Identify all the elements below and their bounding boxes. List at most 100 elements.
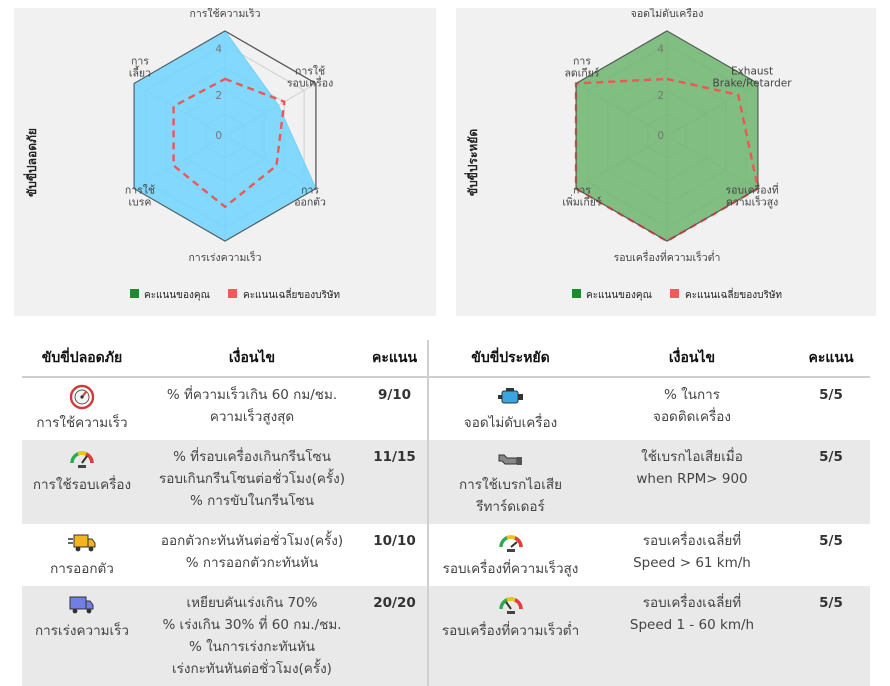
radar-axis-label: การใช้เบรค — [125, 184, 155, 209]
eco-score-cell: 5/5 — [819, 387, 843, 403]
category-label: การใช้ความเร็ว — [36, 415, 128, 431]
eco-category-cell: รอบเครื่องที่ความเร็วสูง — [427, 524, 592, 586]
safety-condition-cell: เหยียบคันเร่งเกิน 70% % เร่งเกิน 30% ที่ … — [142, 586, 362, 686]
safety-radar-chart: 4 2 0 การใช้ความเร็วการใช้รอบเครื่องการออกต… — [125, 8, 340, 301]
condition-line: % ที่ความเร็วเกิน 60 กม/ชม. — [166, 387, 338, 403]
radar-axis-label: การเร่งความเร็ว — [188, 250, 261, 264]
condition-line: % ที่รอบเครื่องเกินกรีนโซน — [173, 449, 331, 465]
category-label: การใช้เบรกไอเสีย — [458, 477, 563, 493]
eco-condition-cell: รอบเครื่องเฉลี่ยที่ Speed > 61 km/h — [592, 524, 792, 586]
safety-score-cell: 11/15 — [362, 440, 428, 524]
header-condition: เงื่อนไข — [142, 340, 362, 378]
engine-icon — [433, 384, 588, 410]
header-score: คะแนน — [362, 340, 428, 378]
condition-line: ความเร็วสูงสุด — [209, 409, 295, 425]
safety-condition-cell: % ที่ความเร็วเกิน 60 กม/ชม. ความเร็วสูงสุ… — [142, 377, 362, 440]
radar-tick-label: 4 — [657, 44, 664, 56]
condition-line: จอดติดเครื่อง — [653, 409, 731, 425]
gauge-high-icon — [433, 530, 588, 556]
radar-series-yours — [575, 30, 759, 242]
radar-axis-label: รอบเครื่องที่ความเร็วสูง — [725, 183, 778, 209]
radar-tick-label: 2 — [657, 90, 664, 102]
eco-score-cell: 5/5 — [792, 586, 870, 686]
legend-label-company: คะแนนเฉลี่ยของบริษัท — [685, 287, 782, 301]
category-label: รีทาร์ดเดอร์ — [476, 499, 545, 515]
condition-line: Speed 1 - 60 km/h — [629, 617, 755, 633]
eco-category-cell: จอดไม่ดับเครื่อง — [427, 377, 592, 440]
condition-line: % การออกตัวกะทันหัน — [185, 555, 319, 571]
condition-line: รอบเครื่องเฉลี่ยที่ — [642, 595, 742, 611]
condition-line: ใช้เบรกไอเสียเมื่อ — [641, 449, 743, 465]
safety-score-cell: 20/20 — [362, 586, 428, 686]
truck-icon — [26, 592, 138, 618]
rpm-gauge-icon — [26, 446, 138, 472]
radar-axis-label: การใช้ความเร็ว — [189, 8, 260, 20]
category-label: การออกตัว — [50, 561, 114, 577]
radar-outer-border — [575, 30, 759, 242]
radar-axis-label: การเพิ่มเกียร์ — [562, 185, 602, 209]
radar-series-company — [172, 77, 286, 209]
legend-label-company: คะแนนเฉลี่ยของบริษัท — [243, 287, 340, 301]
radar-axis-label: จอดไม่ดับเครื่อง — [631, 8, 704, 20]
legend-swatch-yours — [130, 289, 139, 298]
safety-radar-panel: ขับขี่ปลอดภัย 4 2 0 การใช้ความเร็ว การใช้รอบ… — [14, 8, 436, 316]
speedometer-icon — [26, 384, 138, 410]
exhaust-pipe-icon — [433, 446, 588, 472]
radar-tick-label: 0 — [215, 130, 222, 142]
radar-tick-label: 0 — [657, 130, 664, 142]
radar-axis-label: การเลี้ยว — [129, 56, 151, 80]
legend-label-yours: คะแนนของคุณ — [586, 290, 652, 301]
eco-score-cell: 5/5 — [819, 533, 843, 549]
eco-condition-cell: รอบเครื่องเฉลี่ยที่ Speed 1 - 60 km/h — [592, 586, 792, 686]
category-label: รอบเครื่องที่ความเร็วสูง — [442, 561, 579, 577]
truck-fast-icon — [26, 530, 138, 556]
safety-condition-cell: ออกตัวกะทันหันต่อชั่วโมง(ครั้ง) % การออกต… — [142, 524, 362, 586]
radar-tick-label: 2 — [215, 90, 222, 102]
header-safety: ขับขี่ปลอดภัย — [22, 340, 142, 378]
radar-axis-label: การใช้รอบเครื่อง — [287, 65, 333, 90]
header-condition-eco: เงื่อนไข — [592, 340, 792, 378]
gauge-low-icon — [433, 592, 588, 618]
radar-axis-label: การลดเกียร์ — [564, 56, 599, 80]
condition-line: ออกตัวกะทันหันต่อชั่วโมง(ครั้ง) — [160, 533, 344, 549]
radar-axis-label: รอบเครื่องที่ความเร็วต่ำ — [614, 250, 721, 264]
header-eco: ขับขี่ประหยัด — [427, 340, 592, 378]
eco-radar-chart: 4 2 0 จอดไม่ดับเครื่อง Exhaust Brake/Retarder… — [562, 8, 793, 301]
category-label: การใช้รอบเครื่อง — [32, 477, 132, 493]
eco-category-cell: การใช้เบรกไอเสียรีทาร์ดเดอร์ — [427, 440, 592, 524]
radar-series-yours — [133, 30, 317, 242]
condition-line: เร่งกะทันหันต่อชั่วโมง(ครั้ง) — [172, 661, 332, 677]
radar-axis-label: การออกตัว — [294, 185, 326, 209]
category-label: จอดไม่ดับเครื่อง — [463, 415, 558, 431]
safety-category-cell: การใช้รอบเครื่อง — [22, 440, 142, 524]
table-row: การใช้รอบเครื่อง % ที่รอบเครื่องเกินกรีนโ… — [22, 440, 870, 524]
condition-line: รอบเกินกรีนโซนต่อชั่วโมง(ครั้ง) — [158, 471, 345, 487]
condition-line: % ในการ — [664, 387, 720, 403]
safety-score-cell: 10/10 — [373, 533, 416, 549]
safety-category-cell: การเร่งความเร็ว — [22, 586, 142, 686]
eco-condition-cell: ใช้เบรกไอเสียเมื่อ when RPM> 900 — [592, 440, 792, 524]
table-row: การใช้ความเร็ว % ที่ความเร็วเกิน 60 กม/ชม… — [22, 377, 870, 440]
safety-score-cell: 9/10 — [377, 387, 412, 403]
table-header-row: ขับขี่ปลอดภัย เงื่อนไข คะแนน ขับขี่ประหย… — [22, 340, 870, 378]
eco-condition-cell: % ในการจอดติดเครื่อง — [592, 377, 792, 440]
score-table: ขับขี่ปลอดภัย เงื่อนไข คะแนน ขับขี่ประหย… — [22, 340, 870, 686]
condition-line: % ในการเร่งกะทันหัน — [188, 639, 316, 655]
eco-score-cell: 5/5 — [792, 440, 870, 524]
legend-label-yours: คะแนนของคุณ — [144, 290, 210, 301]
safety-category-cell: การออกตัว — [22, 524, 142, 586]
table-row: การเร่งความเร็ว เหยียบคันเร่งเกิน 70% % เร… — [22, 586, 870, 686]
eco-category-cell: รอบเครื่องที่ความเร็วต่ำ — [427, 586, 592, 686]
table-row: การออกตัว ออกตัวกะทันหันต่อชั่วโมง(ครั้ง)… — [22, 524, 870, 586]
condition-line: รอบเครื่องเฉลี่ยที่ — [642, 533, 742, 549]
category-label: รอบเครื่องที่ความเร็วต่ำ — [441, 623, 580, 639]
safety-condition-cell: % ที่รอบเครื่องเกินกรีนโซนรอบเกินกรีนโซน… — [142, 440, 362, 524]
radar-tick-label: 4 — [215, 44, 222, 56]
eco-radar-panel: ขับขี่ประหยัด 4 2 0 จอดไม่ดับเครื่อง Exhaust… — [456, 8, 876, 316]
condition-line: % การขับในกรีนโซน — [189, 493, 315, 509]
legend-swatch-yours — [572, 289, 581, 298]
category-label: การเร่งความเร็ว — [35, 623, 129, 639]
radar-outer-border — [133, 30, 317, 242]
radar-axis-label: Exhaust Brake/Retarder — [713, 66, 793, 90]
condition-line: เหยียบคันเร่งเกิน 70% — [186, 595, 318, 611]
